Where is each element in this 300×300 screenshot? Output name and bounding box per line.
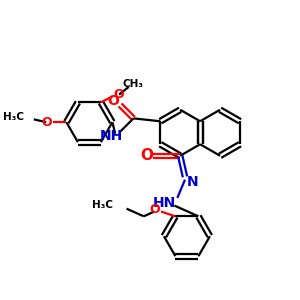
Text: NH: NH	[100, 129, 123, 142]
Text: O: O	[41, 116, 52, 129]
Text: O: O	[140, 148, 153, 163]
Text: CH₃: CH₃	[123, 79, 144, 89]
Text: H₃C: H₃C	[92, 200, 113, 210]
Text: O: O	[114, 88, 124, 101]
Text: O: O	[149, 203, 160, 216]
Text: H₃C: H₃C	[3, 112, 24, 122]
Text: O: O	[107, 94, 119, 108]
Text: HN: HN	[153, 196, 176, 210]
Text: N: N	[187, 175, 199, 189]
